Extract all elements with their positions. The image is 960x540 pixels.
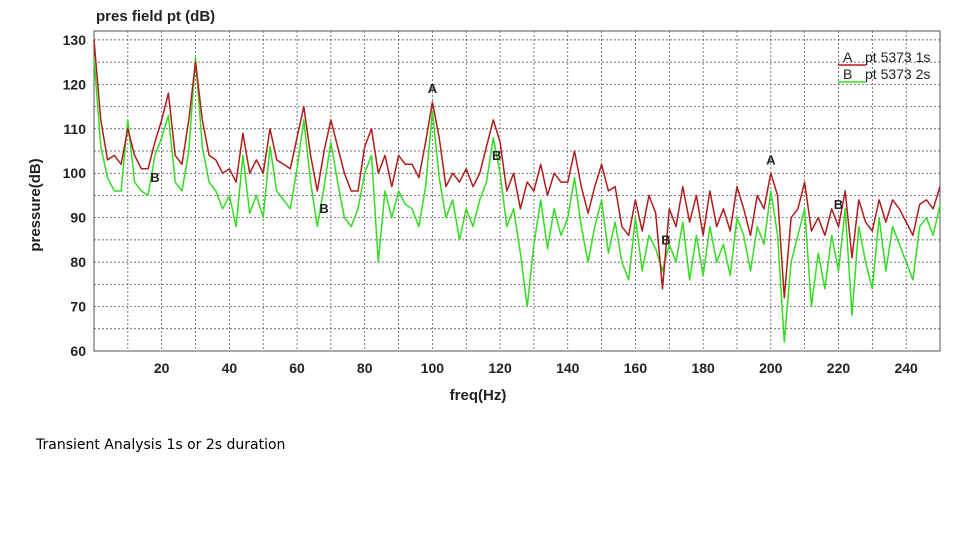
chart-title: pres field pt (dB) bbox=[96, 8, 215, 25]
legend-key-B: B bbox=[843, 66, 852, 82]
annotation-labels: A B B B A B B bbox=[150, 81, 843, 247]
legend-name-A: pt 5373 1s bbox=[865, 49, 930, 65]
y-tick-label: 80 bbox=[70, 254, 86, 270]
x-tick-label: 140 bbox=[556, 360, 580, 376]
legend-key-A: A bbox=[843, 49, 853, 65]
annotation-B: B bbox=[661, 232, 670, 247]
y-tick-label: 120 bbox=[63, 76, 87, 92]
x-tick-label: 20 bbox=[154, 360, 170, 376]
x-tick-label: 80 bbox=[357, 360, 373, 376]
y-tick-label: 100 bbox=[63, 165, 87, 181]
annotation-B: B bbox=[319, 201, 328, 216]
slide-caption: Transient Analysis 1s or 2s duration bbox=[36, 437, 286, 453]
x-tick-label: 160 bbox=[624, 360, 648, 376]
series-lines bbox=[93, 39, 941, 343]
annotation-B: B bbox=[492, 148, 501, 163]
y-tick-label: 70 bbox=[70, 299, 86, 315]
x-tick-label: 100 bbox=[421, 360, 445, 376]
x-tick-label: 120 bbox=[488, 360, 512, 376]
x-tick-label: 60 bbox=[289, 360, 305, 376]
annotation-B: B bbox=[150, 170, 159, 185]
x-tick-label: 240 bbox=[894, 360, 918, 376]
annotation-B: B bbox=[834, 197, 843, 212]
annotation-A: A bbox=[766, 152, 776, 167]
y-axis-label: pressure(dB) bbox=[27, 158, 44, 251]
series-line-B bbox=[93, 56, 941, 343]
x-tick-label: 200 bbox=[759, 360, 783, 376]
legend-name-B: pt 5373 2s bbox=[865, 66, 930, 82]
y-tick-label: 60 bbox=[70, 343, 86, 359]
x-tick-label: 220 bbox=[827, 360, 851, 376]
x-tick-label: 40 bbox=[222, 360, 238, 376]
annotation-A: A bbox=[428, 81, 438, 96]
y-tick-label: 90 bbox=[70, 210, 86, 226]
tick-labels: 20 40 60 80 100 120 140 160 180 200 220 240 60 70 80 90… bbox=[63, 32, 918, 376]
x-axis-label: freq(Hz) bbox=[450, 387, 507, 404]
series-line-A bbox=[93, 39, 941, 299]
x-tick-label: 180 bbox=[691, 360, 715, 376]
grid-lines bbox=[94, 31, 940, 351]
y-tick-label: 110 bbox=[63, 121, 86, 137]
y-tick-label: 130 bbox=[63, 32, 87, 48]
